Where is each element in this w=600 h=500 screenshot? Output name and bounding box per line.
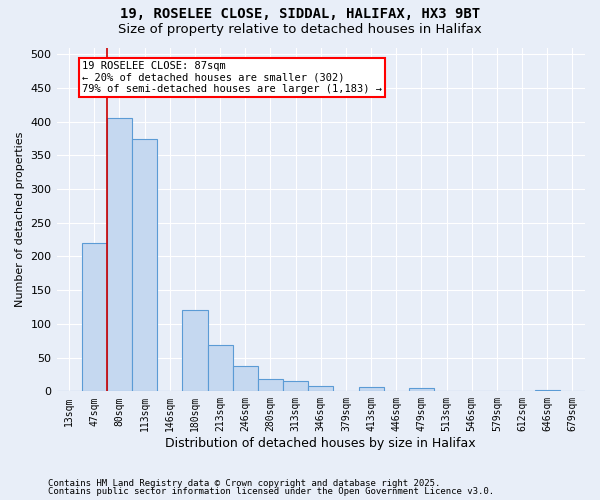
- Bar: [208, 346, 233, 392]
- Y-axis label: Number of detached properties: Number of detached properties: [15, 132, 25, 307]
- Bar: [535, 390, 560, 392]
- Bar: [283, 381, 308, 392]
- Text: Contains public sector information licensed under the Open Government Licence v3: Contains public sector information licen…: [48, 487, 494, 496]
- X-axis label: Distribution of detached houses by size in Halifax: Distribution of detached houses by size …: [166, 437, 476, 450]
- Bar: [132, 138, 157, 392]
- Bar: [308, 386, 334, 392]
- Bar: [359, 388, 383, 392]
- Bar: [233, 366, 258, 392]
- Bar: [182, 310, 208, 392]
- Bar: [82, 243, 107, 392]
- Text: Contains HM Land Registry data © Crown copyright and database right 2025.: Contains HM Land Registry data © Crown c…: [48, 478, 440, 488]
- Bar: [258, 379, 283, 392]
- Text: 19, ROSELEE CLOSE, SIDDAL, HALIFAX, HX3 9BT: 19, ROSELEE CLOSE, SIDDAL, HALIFAX, HX3 …: [120, 8, 480, 22]
- Text: 19 ROSELEE CLOSE: 87sqm
← 20% of detached houses are smaller (302)
79% of semi-d: 19 ROSELEE CLOSE: 87sqm ← 20% of detache…: [82, 61, 382, 94]
- Bar: [107, 118, 132, 392]
- Text: Size of property relative to detached houses in Halifax: Size of property relative to detached ho…: [118, 22, 482, 36]
- Bar: [409, 388, 434, 392]
